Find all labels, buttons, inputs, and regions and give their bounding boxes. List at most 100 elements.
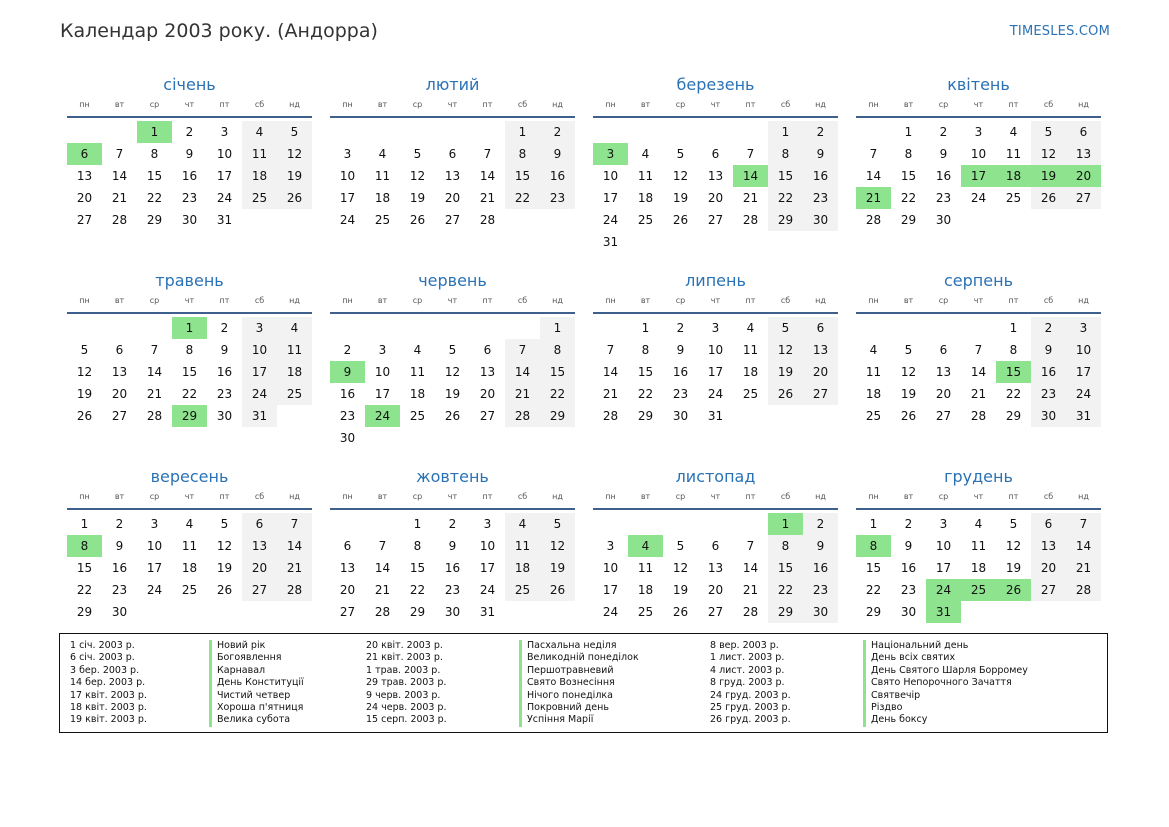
day-cell: 23 [339,409,356,423]
day-cell: 21 [742,583,759,597]
holiday-name: Велика субота [209,714,304,727]
holiday-day-cell: 29 [172,405,207,427]
day-cell: 6 [115,343,124,357]
month-name: листопад [675,467,756,486]
empty-day-cell [733,513,768,535]
day-cell: 19 [277,165,312,187]
day-cell: 29 [768,209,803,231]
day-cell: 21 [505,383,540,405]
day-cell: 14 [111,169,128,183]
day-cell: 9 [185,147,194,161]
day-cell: 18 [374,191,391,205]
holiday-date-column: 20 квіт. 2003 р. 21 квіт. 2003 р. 1 трав. … [366,640,447,727]
day-cell: 5 [676,147,685,161]
day-cell: 29 [540,405,575,427]
holiday-legend: 1 січ. 2003 р. 6 січ. 2003 р. 3 бер. 2003 … [59,633,1108,733]
weekday-label: ср [675,492,686,501]
month-11: листопад пн вт ср чт пт сб нд 1 2 3 4 5 6 7 8 9 10 11 12 13 1… [593,466,840,662]
holiday-date: 8 груд. 2003 р. [710,677,785,689]
holiday-date: 19 квіт. 2003 р. [70,714,147,726]
weekday-label: вт [377,100,388,109]
month-5: травень пн вт ср чт пт сб нд 1 2 3 4 5 6 7 8 9 10 11 12 13 14… [67,270,314,466]
holiday-date: 26 груд. 2003 р. [710,714,791,726]
day-cell: 12 [1005,539,1022,553]
empty-day-cell [628,121,663,143]
day-cell: 20 [339,583,356,597]
weekday-label: чт [184,492,195,501]
day-cell: 13 [242,535,277,557]
day-cell: 3 [711,321,720,335]
day-cell: 4 [641,147,650,161]
day-cell: 19 [900,387,917,401]
weekday-label: ср [675,296,686,305]
weekday-header: пн вт ср чт пт сб нд [856,98,1101,118]
weekday-label: пт [745,296,756,305]
day-cell: 25 [637,605,654,619]
month-name: березень [676,75,755,94]
day-cell: 7 [974,343,983,357]
weekday-label: ср [149,296,160,305]
day-cell: 31 [707,409,724,423]
holiday-name: Покровний день [519,701,639,715]
day-cell: 14 [277,535,312,557]
holiday-name: Великодній понеділок [519,652,639,665]
day-cell: 28 [111,213,128,227]
day-cell: 19 [768,361,803,383]
day-cell: 7 [115,147,124,161]
month-name: квітень [947,75,1010,94]
holiday-name: День боксу [863,714,1028,727]
empty-day-cell [891,317,926,339]
day-cell: 26 [1031,187,1066,209]
day-cell: 27 [76,213,93,227]
day-cell: 11 [865,365,882,379]
day-cell: 4 [277,317,312,339]
day-cell: 23 [900,583,917,597]
weekday-label: сб [780,100,791,109]
weekday-label: вт [114,492,125,501]
empty-day-cell [137,317,172,339]
weekday-header: пн вт ср чт пт сб нд [856,490,1101,510]
day-cell: 31 [1066,405,1101,427]
day-cell: 7 [277,513,312,535]
day-cell: 6 [483,343,492,357]
day-cell: 10 [216,147,233,161]
months-grid: січень пн вт ср чт пт сб нд 1 2 3 4 5 6 7 8 9 10 11 12 13 14 1… [67,74,1103,662]
month-9: вересень пн вт ср чт пт сб нд 1 2 3 4 5 6 7 8 9 10 11 12 13 1… [67,466,314,662]
month-name: липень [685,271,746,290]
day-cell: 19 [444,387,461,401]
day-cell: 13 [1031,535,1066,557]
day-cell: 25 [181,583,198,597]
day-cell: 17 [339,191,356,205]
day-cell: 12 [409,169,426,183]
day-cell: 1 [904,125,913,139]
day-cell: 17 [146,561,163,575]
weekday-label: пн [342,492,353,501]
day-cell: 5 [80,343,89,357]
holiday-name: Різдво [863,701,1028,715]
weekday-label: нд [1078,100,1089,109]
holiday-day-cell: 9 [330,361,365,383]
holiday-day-cell: 17 [961,165,996,187]
weekday-label: пн [605,296,616,305]
day-cell: 25 [242,187,277,209]
day-cell: 8 [413,539,422,553]
empty-day-cell [628,513,663,535]
weekday-label: сб [254,296,265,305]
day-cell: 23 [216,387,233,401]
day-cell: 19 [76,387,93,401]
day-cell: 26 [216,583,233,597]
day-cell: 25 [1005,191,1022,205]
day-cell: 9 [540,143,575,165]
day-cell: 15 [900,169,917,183]
day-cell: 23 [1031,383,1066,405]
day-cell: 24 [970,191,987,205]
month-12: грудень пн вт ср чт пт сб нд 1 2 3 4 5 6 7 8 9 10 11 12 13 14… [856,466,1103,662]
site-link[interactable]: TIMESLES.COM [1009,24,1110,39]
day-cell: 20 [444,191,461,205]
month-1: січень пн вт ср чт пт сб нд 1 2 3 4 5 6 7 8 9 10 11 12 13 14 1… [67,74,314,270]
day-cell: 24 [602,605,619,619]
day-cell: 8 [768,535,803,557]
empty-day-cell [663,513,698,535]
holiday-date: 14 бер. 2003 р. [70,677,146,689]
weekday-header: пн вт ср чт пт сб нд [67,98,312,118]
